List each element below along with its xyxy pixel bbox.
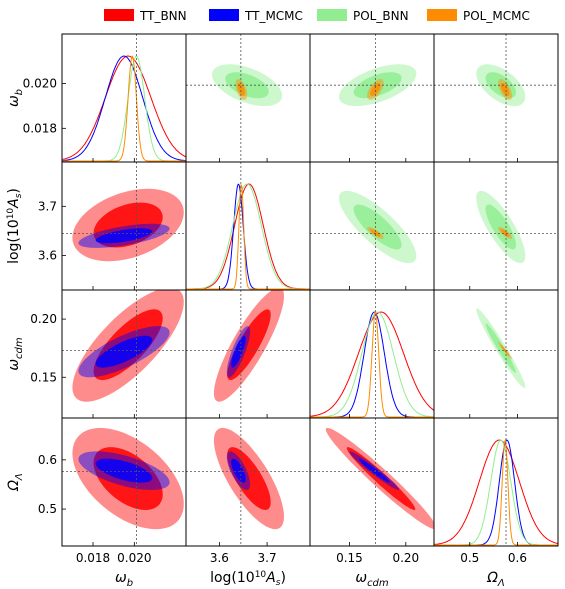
panel-logAs-vs-Omega_L [433,161,559,291]
x-tick-label: 0.5 [460,551,479,565]
contour-68-pol-mcmc [237,83,245,96]
marginal-curve-pol-mcmc [186,183,310,290]
x-tick-label: 3.7 [258,551,277,565]
legend-swatch [317,9,347,21]
legend-swatch [209,9,239,21]
panel-logAs-vs-logAs [185,161,311,291]
legend: TT_BNN TT_MCMC POL_BNN POL_MCMC [104,9,530,23]
x-tick-label: 0.20 [392,551,419,565]
marginal-curve-pol-mcmc [62,55,186,162]
panel-frame [185,161,311,291]
legend-item-pol-mcmc: POL_MCMC [427,9,530,23]
marginal-curve-tt-bnn [310,311,434,417]
y-axis-label-omega_b: ωb [6,89,25,107]
contour-68-tt-mcmc [358,458,390,483]
contour-68-tt-mcmc [95,228,153,244]
contour-68-pol-mcmc [370,229,381,237]
panel-Omega_L-vs-omega_cdm: 0.15 0.20 [309,417,435,565]
x-tick-label: 0.020 [117,551,151,565]
panel-Omega_L-vs-logAs: 3.6 3.7 [185,417,311,565]
panel-omega_cdm-vs-Omega_L [433,289,559,419]
panel-Omega_L-vs-omega_b: 0.018 0.020 0.5 0.6 [38,417,187,565]
legend-item-tt-bnn: TT_BNN [104,9,187,23]
legend-label: POL_MCMC [463,9,530,23]
panel-omega_cdm-vs-omega_cdm [309,289,435,419]
legend-swatch [104,9,134,21]
y-tick-label: 3.6 [38,249,57,263]
panel-frame [433,289,559,419]
marginal-curve-tt-mcmc [434,439,558,546]
y-tick-label: 0.20 [30,312,57,326]
panel-Omega_L-vs-Omega_L: 0.5 0.6 [433,417,559,565]
x-axis-label-omega_b: ωb [115,570,133,589]
panel-omega_cdm-vs-logAs [185,289,311,419]
y-tick-label: 3.7 [38,199,57,213]
panel-logAs-vs-omega_b: 3.6 3.7 [38,161,187,291]
marginal-curve-tt-bnn [62,55,186,160]
y-axis-label-omega_cdm: ωcdm [6,337,25,371]
panels: 0.018 0.020 3.6 3.7 0.15 0.20 0.018 0.020 0.5 0.6… [23,33,559,565]
legend-swatch [427,9,457,21]
contour-68-tt-mcmc [95,335,153,368]
panel-omega_b-vs-omega_cdm [309,33,435,163]
x-tick-label: 0.15 [336,551,363,565]
axis-labels: ωb ωb log(1010As) log(1010As) ωcdm ωcdm ΩΛ ΩΛ [6,89,505,589]
panel-frame [61,33,187,163]
y-tick-label: 0.15 [30,370,57,384]
panel-frame [433,417,559,547]
x-tick-label: 0.018 [76,551,110,565]
contour-68-pol-bnn [485,323,516,373]
x-tick-label: 3.6 [210,551,229,565]
marginal-curve-tt-mcmc [186,183,310,290]
marginal-curve-pol-bnn [434,439,558,546]
x-tick-label: 0.6 [508,551,527,565]
panel-omega_b-vs-omega_b: 0.018 0.020 [23,33,187,163]
contour-68-pol-mcmc [500,345,510,356]
x-axis-label-omega_cdm: ωcdm [355,570,389,589]
legend-label: POL_BNN [353,9,409,23]
panel-omega_b-vs-Omega_L [433,33,559,163]
contour-68-tt-mcmc [95,458,153,483]
marginal-curve-pol-mcmc [310,311,434,418]
y-axis-label-logAs: log(1010As) [6,188,24,264]
legend-label: TT_MCMC [244,9,303,23]
legend-item-pol-bnn: POL_BNN [317,9,409,23]
x-axis-label-logAs: log(1010As) [210,570,286,588]
y-tick-label: 0.018 [23,121,57,135]
marginal-curve-tt-mcmc [62,55,186,162]
marginal-curve-pol-bnn [186,183,310,290]
y-tick-label: 0.6 [38,453,57,467]
contour-68-tt-bnn [227,309,271,380]
y-tick-label: 0.5 [38,502,57,516]
panel-omega_b-vs-logAs [185,33,311,163]
marginal-curve-pol-mcmc [434,438,558,546]
marginal-curve-pol-bnn [310,311,434,418]
contour-68-tt-mcmc [231,458,246,483]
legend-item-tt-mcmc: TT_MCMC [209,9,303,23]
legend-label: TT_BNN [139,9,187,23]
marginal-curve-tt-mcmc [310,311,434,418]
contour-68-pol-mcmc [370,83,381,96]
x-axis-label-Omega_L: ΩΛ [486,570,505,589]
panel-omega_cdm-vs-omega_b: 0.15 0.20 [30,289,187,419]
panel-logAs-vs-omega_cdm [309,161,435,291]
contour-68-pol-mcmc [500,229,510,237]
y-axis-label-Omega_L: ΩΛ [6,473,25,492]
y-tick-label: 0.020 [23,76,57,90]
contour-68-tt-mcmc [231,335,246,368]
contour-68-pol-mcmc [500,83,510,96]
contour-68-pol-bnn [485,204,516,250]
contour-68-pol-bnn [353,204,402,250]
marginal-curve-tt-bnn [434,439,558,545]
